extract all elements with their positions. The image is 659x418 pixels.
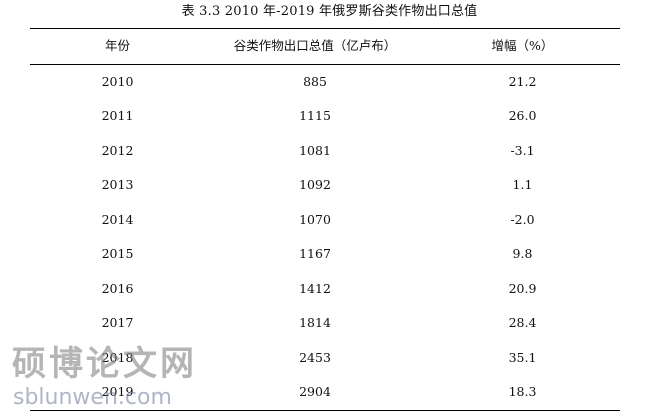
cell-growth-rate: 21.2 (508, 74, 537, 89)
table-header-row: 年份 谷类作物出口总值（亿卢布） 增幅（%） (30, 36, 620, 56)
table-row: 2014 1070 -2.0 (30, 210, 620, 230)
header-growth-rate: 增幅（%） (491, 38, 554, 53)
cell-year: 2018 (101, 350, 134, 365)
cell-year: 2013 (101, 177, 134, 192)
table-row: 2012 1081 -3.1 (30, 141, 620, 161)
cell-year: 2019 (101, 384, 134, 399)
cell-year: 2016 (101, 281, 134, 296)
table-row: 2017 1814 28.4 (30, 313, 620, 333)
table-row: 2013 1092 1.1 (30, 175, 620, 195)
table-row: 2016 1412 20.9 (30, 279, 620, 299)
cell-growth-rate: 18.3 (508, 384, 537, 399)
cell-growth-rate: 35.1 (508, 350, 537, 365)
header-year: 年份 (104, 38, 130, 53)
cell-export-value: 1814 (299, 315, 331, 330)
cell-year: 2014 (101, 212, 134, 227)
cell-growth-rate: 26.0 (508, 108, 537, 123)
table-header-rule (30, 64, 620, 65)
table-row: 2011 1115 26.0 (30, 106, 620, 126)
cell-growth-rate: 1.1 (512, 177, 533, 192)
cell-growth-rate: -3.1 (510, 143, 535, 158)
table-bottom-rule (30, 410, 620, 411)
header-export-value: 谷类作物出口总值（亿卢布） (233, 38, 397, 53)
cell-growth-rate: 9.8 (512, 246, 533, 261)
cell-export-value: 1412 (299, 281, 331, 296)
cell-export-value: 1070 (299, 212, 331, 227)
table-top-rule (30, 28, 620, 29)
cell-year: 2012 (101, 143, 134, 158)
table-caption: 表 3.3 2010 年-2019 年俄罗斯谷类作物出口总值 (181, 4, 478, 19)
cell-export-value: 2904 (299, 384, 331, 399)
table-row: 2010 885 21.2 (30, 72, 620, 92)
table-row: 2019 2904 18.3 (30, 382, 620, 402)
cell-year: 2017 (101, 315, 134, 330)
table-row: 2018 2453 35.1 (30, 348, 620, 368)
cell-export-value: 1167 (299, 246, 331, 261)
cell-export-value: 885 (303, 74, 327, 89)
cell-export-value: 2453 (299, 350, 331, 365)
cell-year: 2015 (101, 246, 134, 261)
cell-export-value: 1115 (299, 108, 331, 123)
cell-growth-rate: 20.9 (508, 281, 537, 296)
cell-export-value: 1081 (299, 143, 331, 158)
cell-growth-rate: 28.4 (508, 315, 537, 330)
cell-year: 2010 (101, 74, 134, 89)
cell-growth-rate: -2.0 (510, 212, 535, 227)
cell-year: 2011 (101, 108, 134, 123)
cell-export-value: 1092 (299, 177, 331, 192)
table-row: 2015 1167 9.8 (30, 244, 620, 264)
